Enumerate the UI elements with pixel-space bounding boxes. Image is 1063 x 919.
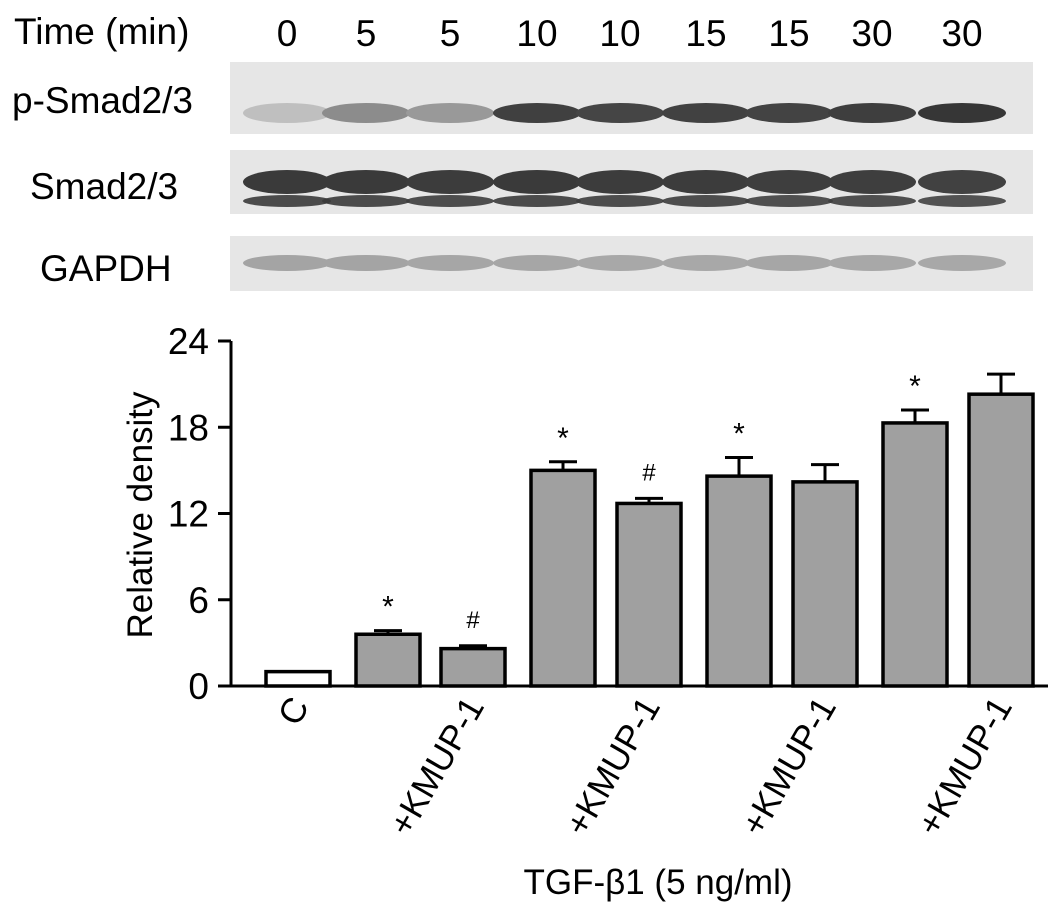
blot-band bbox=[828, 170, 916, 194]
significance-mark: # bbox=[642, 459, 656, 486]
blot-band bbox=[406, 103, 494, 123]
blot-band bbox=[662, 170, 750, 194]
blot-band bbox=[243, 170, 331, 194]
time-point-label: 5 bbox=[356, 13, 377, 54]
blot-band bbox=[918, 195, 1006, 207]
significance-mark: * bbox=[557, 422, 569, 455]
blot-band bbox=[493, 195, 581, 207]
blot-band bbox=[493, 255, 581, 271]
blot-band bbox=[322, 255, 410, 271]
blot-band bbox=[828, 255, 916, 271]
blot-strips bbox=[230, 62, 1033, 291]
time-point-label: 30 bbox=[941, 13, 982, 54]
blot-strip bbox=[230, 62, 1033, 134]
time-point-label: 5 bbox=[440, 13, 461, 54]
time-point-label: 15 bbox=[685, 13, 726, 54]
blot-band bbox=[918, 170, 1006, 194]
time-point-label: 10 bbox=[516, 13, 557, 54]
time-point-label: 0 bbox=[277, 13, 298, 54]
blot-band bbox=[662, 255, 750, 271]
blot-row-label: Smad2/3 bbox=[30, 166, 178, 207]
bar bbox=[354, 632, 422, 688]
blot-band bbox=[406, 195, 494, 207]
western-blot: Time (min) 0 5 5 10 10 15 15 30 30 p-Smad2/3 Sma… bbox=[12, 11, 1033, 291]
blot-band bbox=[745, 170, 833, 194]
significance-mark: * bbox=[382, 591, 394, 624]
y-tick-label: 12 bbox=[168, 494, 209, 535]
x-tick-label: +KMUP-1 bbox=[382, 691, 492, 843]
blot-band bbox=[662, 103, 750, 123]
blot-band bbox=[828, 103, 916, 123]
blot-band bbox=[828, 195, 916, 207]
blot-band bbox=[406, 170, 494, 194]
y-tick-label: 0 bbox=[188, 666, 209, 707]
time-point-label: 30 bbox=[851, 13, 892, 54]
blot-band bbox=[406, 255, 494, 271]
x-axis-title: TGF-β1 (5 ng/ml) bbox=[523, 863, 792, 902]
x-tick-label: +KMUP-1 bbox=[910, 691, 1020, 843]
blot-band bbox=[918, 103, 1006, 123]
blot-band bbox=[576, 195, 664, 207]
blot-band bbox=[745, 255, 833, 271]
blot-band bbox=[745, 103, 833, 123]
y-axis: 0 6 12 18 24 bbox=[168, 321, 233, 707]
blot-row-label: GAPDH bbox=[40, 248, 172, 289]
blot-band bbox=[243, 255, 331, 271]
y-axis-title: Relative density bbox=[121, 391, 160, 639]
y-tick-label: 18 bbox=[168, 407, 209, 448]
blot-band bbox=[322, 103, 410, 123]
bar-chart: 0 6 12 18 24 * # * # * * C +KMUP-1 +KMUP-1 +KMUP-1 +K… bbox=[121, 321, 1048, 902]
y-tick-label: 6 bbox=[188, 580, 209, 621]
x-tick-label: C bbox=[271, 691, 317, 732]
blot-band bbox=[322, 170, 410, 194]
bar bbox=[791, 480, 859, 688]
bar bbox=[705, 474, 773, 688]
bar bbox=[615, 501, 683, 688]
blot-band bbox=[576, 170, 664, 194]
significance-mark: * bbox=[733, 417, 745, 450]
blot-band bbox=[493, 170, 581, 194]
bar bbox=[529, 468, 597, 688]
blot-band bbox=[243, 103, 331, 123]
time-header: Time (min) bbox=[14, 11, 189, 52]
x-tick-label: +KMUP-1 bbox=[558, 691, 668, 843]
bar bbox=[881, 421, 949, 688]
blot-row-label: p-Smad2/3 bbox=[12, 80, 193, 121]
blot-band bbox=[745, 195, 833, 207]
blot-band bbox=[662, 195, 750, 207]
time-point-label: 15 bbox=[768, 13, 809, 54]
bar bbox=[264, 669, 332, 688]
x-tick-label: +KMUP-1 bbox=[734, 691, 844, 843]
time-point-label: 10 bbox=[599, 13, 640, 54]
x-tick-labels: C +KMUP-1 +KMUP-1 +KMUP-1 +KMUP-1 bbox=[271, 691, 1020, 843]
blot-band bbox=[918, 255, 1006, 271]
time-labels: 0 5 5 10 10 15 15 30 30 bbox=[277, 13, 983, 54]
blot-band bbox=[576, 103, 664, 123]
blot-band bbox=[243, 195, 331, 207]
blot-band bbox=[576, 255, 664, 271]
bars: * # * # * * bbox=[264, 370, 1035, 688]
bar bbox=[967, 392, 1035, 688]
significance-mark: # bbox=[466, 607, 480, 634]
blot-band bbox=[493, 103, 581, 123]
bar bbox=[439, 646, 507, 688]
y-tick-label: 24 bbox=[168, 321, 209, 362]
significance-mark: * bbox=[909, 370, 921, 403]
blot-band bbox=[322, 195, 410, 207]
